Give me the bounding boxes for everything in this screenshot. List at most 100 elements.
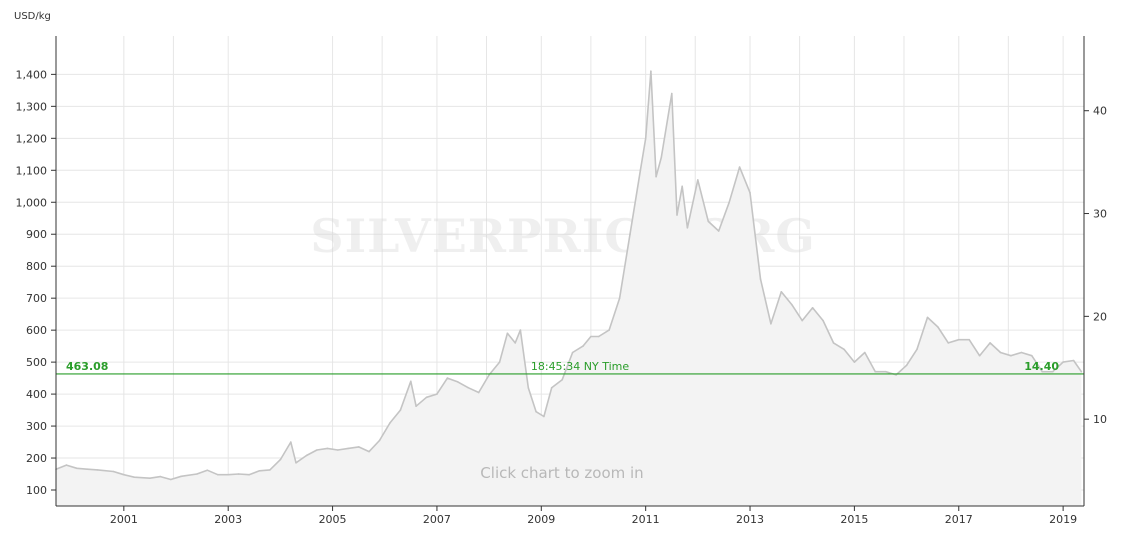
price-point xyxy=(780,291,783,293)
price-point xyxy=(258,470,261,472)
price-point xyxy=(811,307,814,309)
price-point xyxy=(237,473,240,475)
x-tick-label: 2011 xyxy=(632,513,660,526)
price-point xyxy=(446,377,449,379)
x-axis-ticks: 2001 2003 2005 2007 2009 2011 2013 2015 2017 2019 xyxy=(110,506,1077,526)
price-point xyxy=(916,348,918,351)
left-tick-label: 1,100 xyxy=(16,164,48,177)
x-tick-label: 2015 xyxy=(840,513,868,526)
price-point xyxy=(112,470,115,473)
right-tick-label: 30 xyxy=(1093,208,1107,221)
price-point xyxy=(290,441,292,443)
price-point xyxy=(316,449,318,451)
price-point xyxy=(759,278,762,280)
current-price-left-label: 463.08 xyxy=(66,360,108,373)
price-point xyxy=(561,378,563,381)
price-point xyxy=(947,342,950,344)
price-point xyxy=(978,354,981,357)
left-axis-ticks: 100 200 300 400 500 600 700 800 900 1,000 1,100 1,2… xyxy=(16,68,56,497)
price-point xyxy=(843,348,845,351)
right-tick-label: 40 xyxy=(1093,105,1107,118)
price-point xyxy=(937,326,939,328)
price-point xyxy=(671,92,673,95)
x-tick-label: 2019 xyxy=(1049,513,1077,526)
left-tick-label: 800 xyxy=(26,260,47,273)
price-point xyxy=(123,473,125,476)
price-point xyxy=(853,361,856,363)
price-point xyxy=(410,380,412,383)
price-point xyxy=(170,478,172,481)
price-point xyxy=(76,467,78,470)
price-point xyxy=(686,227,689,229)
price-point xyxy=(582,345,584,347)
price-point xyxy=(248,473,250,476)
left-tick-label: 1,400 xyxy=(16,68,48,81)
price-point xyxy=(436,393,438,395)
left-tick-label: 400 xyxy=(26,388,47,401)
price-point xyxy=(196,473,198,475)
price-point xyxy=(1062,361,1064,363)
price-point xyxy=(650,70,652,72)
price-point xyxy=(305,454,308,457)
price-point xyxy=(968,338,970,341)
price-point xyxy=(597,335,600,338)
price-point xyxy=(1072,359,1075,362)
price-point xyxy=(1041,370,1044,373)
price-point xyxy=(660,156,663,159)
price-point xyxy=(269,469,271,471)
left-tick-label: 1,300 xyxy=(16,100,48,113)
price-point xyxy=(543,415,545,418)
current-price-right-label: 14.40 xyxy=(1024,360,1059,373)
price-point xyxy=(999,351,1002,354)
price-point xyxy=(717,230,720,232)
price-point xyxy=(378,439,381,442)
left-tick-label: 900 xyxy=(26,228,47,241)
price-point xyxy=(1020,351,1023,354)
price-point xyxy=(159,475,162,478)
price-point xyxy=(326,447,329,450)
price-point xyxy=(864,351,866,354)
price-point xyxy=(180,475,182,478)
price-point xyxy=(206,469,209,472)
price-point xyxy=(399,409,402,411)
price-point xyxy=(96,469,99,471)
left-tick-label: 100 xyxy=(26,484,47,497)
left-tick-label: 700 xyxy=(26,292,47,305)
price-point xyxy=(535,410,537,413)
price-point xyxy=(279,458,282,461)
price-point xyxy=(65,464,68,466)
right-tick-label: 10 xyxy=(1093,413,1107,426)
x-tick-label: 2017 xyxy=(945,513,973,526)
price-point xyxy=(227,473,229,476)
x-tick-label: 2005 xyxy=(319,513,347,526)
price-point xyxy=(295,462,297,464)
price-point xyxy=(728,201,730,204)
price-point xyxy=(357,446,360,448)
price-area-fill xyxy=(56,71,1082,506)
reference-line-group: 463.08 18:45:34 NY Time 14.40 xyxy=(56,360,1084,375)
price-point xyxy=(770,323,772,325)
price-point xyxy=(801,319,803,322)
price-point xyxy=(149,477,151,480)
right-axis-ticks: 10 20 30 40 xyxy=(1084,105,1107,426)
price-point xyxy=(1051,370,1054,373)
price-point xyxy=(217,473,219,476)
current-time-label: 18:45:34 NY Time xyxy=(531,360,629,373)
price-point xyxy=(337,449,339,451)
price-point xyxy=(832,342,835,344)
x-tick-label: 2013 xyxy=(736,513,764,526)
price-point xyxy=(550,386,553,389)
price-point xyxy=(415,405,417,408)
price-point xyxy=(629,233,631,235)
price-point xyxy=(519,329,522,331)
price-point xyxy=(738,166,741,168)
left-tick-label: 600 xyxy=(26,324,47,337)
price-point xyxy=(681,185,683,188)
price-point xyxy=(749,191,751,194)
price-point xyxy=(676,214,678,216)
price-point xyxy=(86,468,89,471)
price-point xyxy=(884,370,887,373)
y-axis-unit-label: USD/kg xyxy=(14,11,51,22)
price-point xyxy=(425,396,428,399)
